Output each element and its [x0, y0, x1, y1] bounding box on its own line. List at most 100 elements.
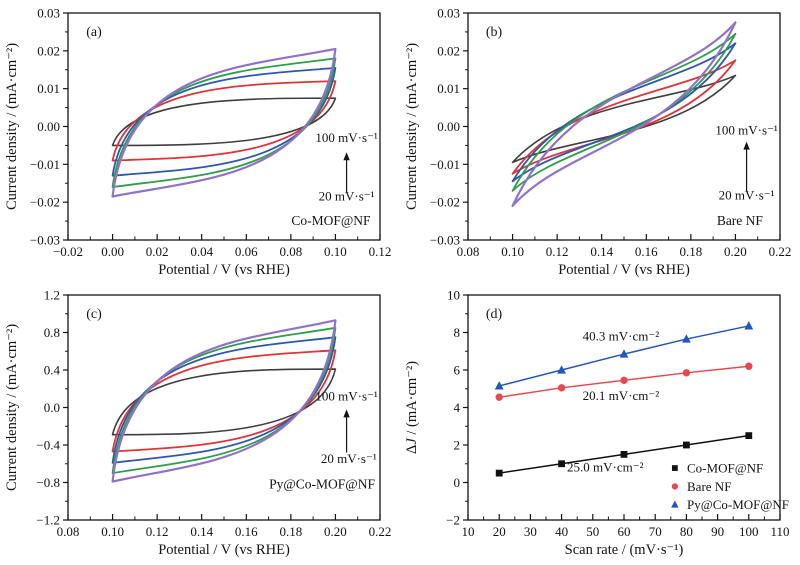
y-tick-label: −0.4: [36, 438, 60, 453]
y-tick-label: 0.03: [37, 6, 60, 21]
x-tick-label: −0.02: [53, 244, 83, 259]
panel-tag: (b): [486, 25, 503, 40]
x-tick-label: 90: [711, 524, 724, 539]
y-tick-label: 1.2: [44, 288, 60, 303]
x-tick-label: 0.10: [501, 244, 524, 259]
x-tick-label: 20: [493, 524, 506, 539]
y-tick-label: 0.00: [37, 119, 60, 134]
annotation-low-scan-rate: 20 mV·s⁻¹: [321, 451, 377, 466]
x-tick-label: 0.12: [369, 244, 392, 259]
x-tick-label: 40: [555, 524, 568, 539]
marker-triangle: [744, 321, 754, 330]
x-tick-label: 100: [739, 524, 759, 539]
annotation-high-scan-rate: 100 mV·s⁻¹: [315, 388, 378, 403]
marker-triangle: [619, 349, 629, 358]
y-tick-label: −0.01: [430, 157, 460, 172]
y-tick-label: −0.01: [30, 157, 60, 172]
x-tick-label: 0.02: [146, 244, 169, 259]
cv-curve-40mvs: [511, 59, 737, 175]
y-tick-label: −2: [446, 513, 460, 528]
x-tick-label: 0.18: [679, 244, 702, 259]
y-tick-label: 6: [454, 363, 461, 378]
marker-circle: [620, 376, 628, 385]
marker-square: [495, 469, 503, 477]
cv-curve-40mvs: [111, 80, 337, 162]
y-axis-title: Current density / (mA·cm⁻²): [4, 324, 20, 491]
x-tick-label: 0.16: [635, 244, 658, 259]
panel-d-capacitance-chart: 10 20 30 40 50 60 70 80 90 100 110 −2 0 2 4 6 8 10 Scan ra…: [404, 288, 790, 559]
y-tick-label: 4: [454, 400, 461, 415]
y-axis-title: Current density / (mA·cm⁻²): [404, 43, 420, 210]
cv-curve-40mvs: [111, 349, 337, 453]
y-tick-label: −0.03: [30, 233, 60, 248]
slope-label: 20.1 mV·cm⁻²: [583, 388, 660, 403]
sample-label: Py@Co-MOF@NF: [269, 476, 375, 491]
y-tick-label: −0.03: [430, 233, 460, 248]
y-tick-label: 10: [447, 288, 460, 303]
x-tick-label: 0.08: [279, 244, 302, 259]
marker-square: [620, 450, 628, 458]
y-tick-label: −1.2: [36, 513, 60, 528]
x-tick-label: 0.12: [546, 244, 569, 259]
x-tick-label: 0.12: [146, 524, 169, 539]
y-tick-label: 0.02: [37, 43, 60, 58]
x-axis-title: Potential / V (vs RHE): [158, 542, 290, 558]
x-tick-label: 0.20: [324, 524, 347, 539]
scan-rate-arrowhead: [343, 152, 350, 161]
x-tick-label: 0.06: [235, 244, 258, 259]
marker-circle: [682, 369, 691, 377]
x-tick-label: 0.10: [101, 524, 124, 539]
marker-triangle: [671, 500, 679, 508]
cv-curve-80mvs: [511, 32, 737, 192]
marker-square: [745, 432, 753, 440]
y-tick-label: 8: [454, 325, 461, 340]
panel-b-cv-chart: 0.08 0.10 0.12 0.14 0.16 0.18 0.20 0.22 −0.03 −0.…: [404, 6, 792, 279]
x-tick-label: 0.22: [369, 524, 392, 539]
x-tick-label: 0.04: [190, 244, 213, 259]
marker-circle: [495, 393, 503, 401]
y-axis-title: ΔJ / (mA·cm⁻²): [404, 361, 420, 454]
marker-triangle: [557, 365, 566, 374]
y-tick-label: 0.03: [437, 6, 460, 21]
scan-rate-arrowhead: [743, 141, 750, 150]
x-tick-label: 110: [770, 524, 789, 539]
cv-curve-60mvs: [511, 42, 737, 183]
y-tick-label: −0.02: [30, 195, 60, 210]
y-tick-label: 0.02: [437, 43, 460, 58]
marker-circle: [557, 384, 566, 392]
x-axis-title: Potential / V (vs RHE): [558, 262, 690, 278]
plot-frame: [67, 12, 381, 241]
cv-curve-100mvs: [111, 319, 337, 483]
marker-circle: [671, 483, 679, 490]
x-tick-label: 0.00: [101, 244, 124, 259]
axis-title-part: J: [404, 438, 420, 445]
y-tick-label: 0.8: [44, 325, 60, 340]
axis-title-part: / (mA·cm⁻²): [404, 361, 420, 438]
marker-circle: [745, 362, 753, 370]
panel-c-cv-chart: 0.08 0.10 0.12 0.14 0.16 0.18 0.20 0.22 −1.2 −0.8…: [4, 288, 392, 559]
x-tick-label: 10: [462, 524, 475, 539]
y-tick-label: −0.8: [36, 475, 60, 490]
x-tick-label: 0.08: [57, 524, 80, 539]
cv-curve-100mvs: [511, 21, 737, 208]
legend-label: Py@Co-MOF@NF: [687, 497, 789, 512]
y-tick-label: 0.4: [44, 363, 61, 378]
panel-tag: (a): [86, 25, 102, 40]
y-tick-label: 0.01: [37, 81, 60, 96]
cv-curve-20mvs: [111, 97, 337, 147]
x-tick-label: 0.22: [769, 244, 792, 259]
y-axis-title: Current density / (mA·cm⁻²): [4, 43, 20, 210]
cv-curve-80mvs: [111, 57, 337, 188]
y-tick-label: 0.0: [44, 400, 60, 415]
marker-triangle: [682, 334, 691, 343]
slope-label: 25.0 mV·cm⁻²: [567, 460, 644, 475]
x-tick-label: 0.16: [235, 524, 258, 539]
annotation-high-scan-rate: 100 mV·s⁻¹: [715, 122, 778, 137]
x-tick-label: 80: [680, 524, 693, 539]
x-tick-label: 0.08: [457, 244, 480, 259]
x-axis-title: Scan rate / (mV·s⁻¹): [565, 542, 684, 558]
x-tick-label: 0.14: [190, 524, 213, 539]
y-tick-label: 0: [454, 475, 461, 490]
x-tick-label: 50: [586, 524, 599, 539]
